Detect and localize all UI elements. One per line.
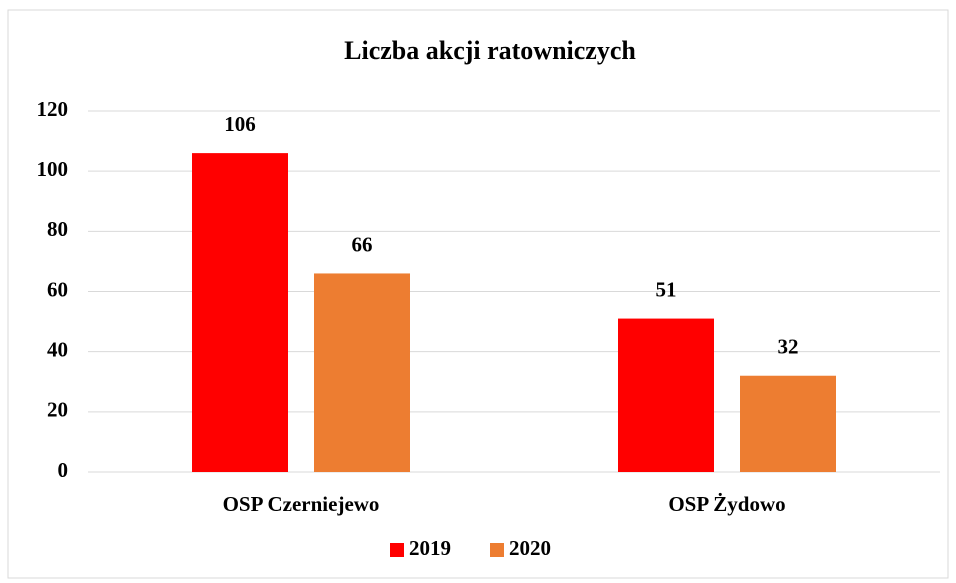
x-tick-label: OSP Czerniejewo — [223, 492, 380, 516]
data-label: 66 — [352, 232, 373, 256]
bar — [192, 153, 288, 472]
y-tick-label: 80 — [47, 217, 68, 241]
y-tick-label: 60 — [47, 277, 68, 301]
legend-label: 2019 — [409, 536, 451, 560]
data-label: 32 — [778, 335, 799, 359]
x-tick-label: OSP Żydowo — [668, 492, 785, 516]
chart-title: Liczba akcji ratowniczych — [344, 36, 636, 65]
y-tick-label: 100 — [37, 157, 69, 181]
chart-frame — [7, 9, 949, 579]
data-label: 51 — [656, 277, 677, 301]
data-label: 106 — [224, 112, 256, 136]
y-tick-label: 40 — [47, 337, 68, 361]
legend-swatch — [490, 543, 504, 557]
legend-swatch — [390, 543, 404, 557]
y-tick-label: 120 — [37, 97, 69, 121]
y-tick-label: 20 — [47, 398, 68, 422]
bar — [314, 273, 410, 472]
bar — [740, 375, 836, 472]
legend-label: 2020 — [509, 536, 551, 560]
y-tick-label: 0 — [58, 458, 69, 482]
bar — [618, 318, 714, 472]
